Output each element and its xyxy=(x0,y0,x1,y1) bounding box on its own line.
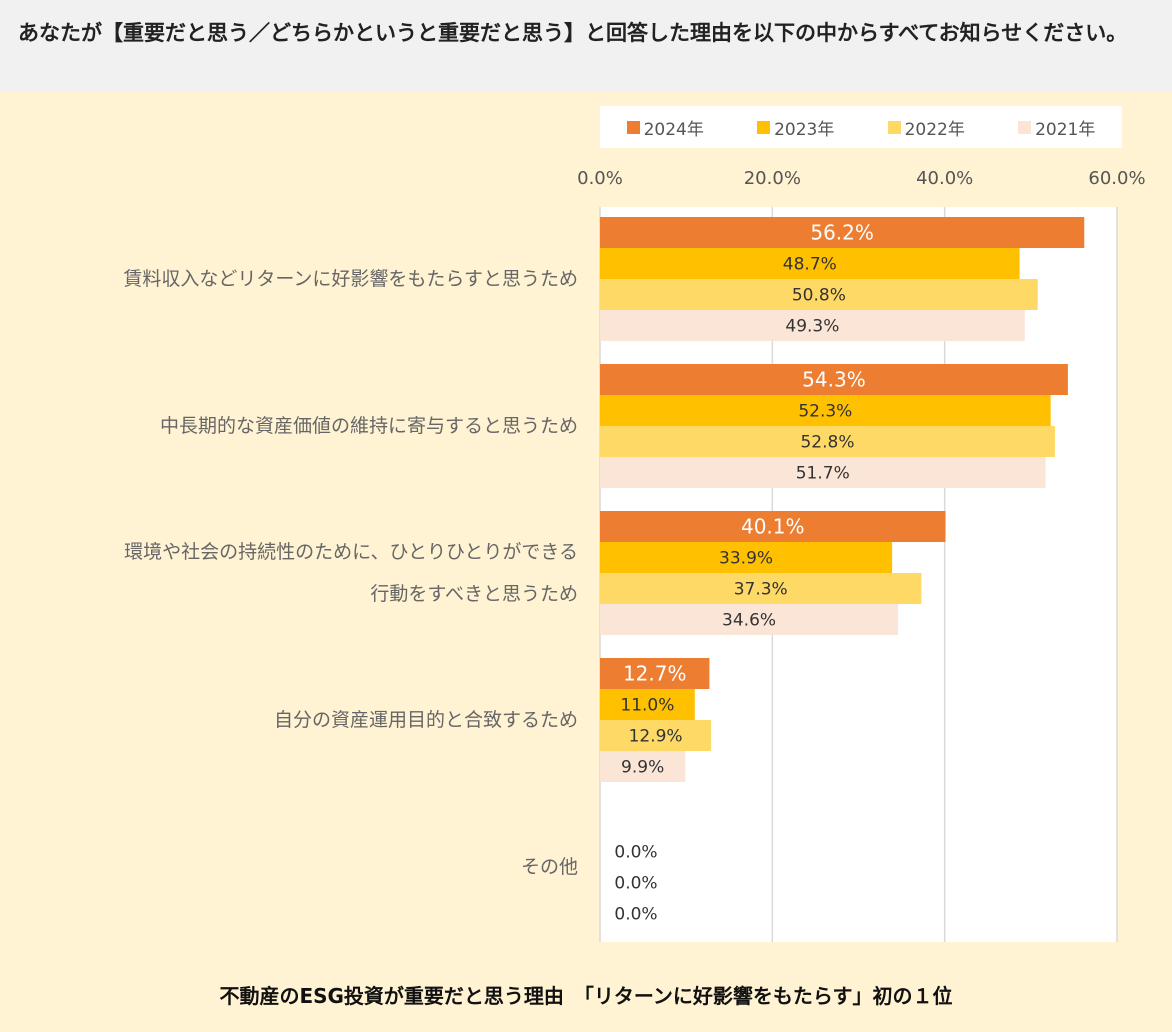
data-label: 12.7% xyxy=(623,662,687,686)
legend-label: 2023年 xyxy=(774,119,835,140)
category-label-line: 賃料収入などリターンに好影響をもたらすと思うため xyxy=(123,268,578,290)
legend-swatch xyxy=(887,120,901,134)
category-label-line: 環境や社会の持続性のために、ひとりひとりができる xyxy=(124,541,578,563)
bar-2021年 xyxy=(600,457,1046,488)
header-band: あなたが【重要だと思う／どちらかというと重要だと思う】と回答した理由を以下の中か… xyxy=(0,0,1172,92)
legend-item: 2023年 xyxy=(757,115,834,140)
x-tick-label: 40.0% xyxy=(916,168,973,189)
data-label: 56.2% xyxy=(810,221,874,245)
category-label-line: 中長期的な資産価値の維持に寄与すると思うため xyxy=(159,415,578,437)
data-label: 9.9% xyxy=(621,758,664,778)
legend-label: 2022年 xyxy=(904,119,965,140)
legend-label: 2024年 xyxy=(643,119,704,140)
bar-2022年 xyxy=(600,426,1055,457)
legend-swatch xyxy=(1018,120,1032,134)
bar-2023年 xyxy=(600,689,695,720)
bar-2023年 xyxy=(600,395,1051,426)
data-label: 52.8% xyxy=(800,433,854,453)
legend-label: 2021年 xyxy=(1035,119,1096,140)
data-label: 0.0% xyxy=(614,905,657,925)
category-label: 自分の資産運用目的と合致するため xyxy=(0,699,578,741)
data-label: 48.7% xyxy=(783,255,837,275)
x-tick-label: 0.0% xyxy=(577,168,623,189)
legend-swatch xyxy=(626,120,640,134)
chart-legend: 2024年 2023年 2022年 2021年 xyxy=(600,106,1122,148)
category-label: 環境や社会の持続性のために、ひとりひとりができる行動をすべきと思うため xyxy=(0,531,578,615)
data-label: 40.1% xyxy=(741,515,805,539)
category-label: 賃料収入などリターンに好影響をもたらすと思うため xyxy=(0,258,578,300)
category-label: その他 xyxy=(0,846,578,888)
legend-item: 2021年 xyxy=(1018,115,1095,140)
data-label: 50.8% xyxy=(792,286,846,306)
data-label: 12.9% xyxy=(629,727,683,747)
data-label: 34.6% xyxy=(722,611,776,631)
bar-2024年 xyxy=(600,658,710,689)
bar-2021年 xyxy=(600,310,1025,341)
x-tick-label: 60.0% xyxy=(1088,168,1145,189)
chart-title: 不動産のESG投資が重要だと思う理由 「リターンに好影響をもたらす」初の１位 xyxy=(219,984,953,1008)
data-label: 51.7% xyxy=(796,464,850,484)
category-label-line: 行動をすべきと思うため xyxy=(370,583,578,605)
bar-2024年 xyxy=(600,511,946,542)
bar-2021年 xyxy=(600,751,686,782)
data-label: 0.0% xyxy=(614,874,657,894)
bar-2022年 xyxy=(600,279,1038,310)
data-label: 37.3% xyxy=(734,580,788,600)
category-label-line: 自分の資産運用目的と合致するため xyxy=(273,709,578,731)
bar-2022年 xyxy=(600,573,922,604)
bar-2023年 xyxy=(600,248,1020,279)
category-label-line: その他 xyxy=(520,856,578,878)
bar-2023年 xyxy=(600,542,893,573)
data-label: 11.0% xyxy=(620,696,674,716)
data-label: 52.3% xyxy=(798,402,852,422)
bar-2024年 xyxy=(600,364,1068,395)
data-label: 49.3% xyxy=(785,317,839,337)
category-label: 中長期的な資産価値の維持に寄与すると思うため xyxy=(0,405,578,447)
legend-swatch xyxy=(757,120,771,134)
x-tick-label: 20.0% xyxy=(744,168,801,189)
survey-question: あなたが【重要だと思う／どちらかというと重要だと思う】と回答した理由を以下の中か… xyxy=(18,21,1128,45)
data-label: 54.3% xyxy=(802,368,866,392)
bar-2024年 xyxy=(600,217,1085,248)
bar-2021年 xyxy=(600,604,899,635)
data-label: 0.0% xyxy=(614,843,657,863)
data-label: 33.9% xyxy=(719,549,773,569)
legend-item: 2024年 xyxy=(626,115,704,140)
legend-item: 2022年 xyxy=(887,115,965,140)
bar-2022年 xyxy=(600,720,712,751)
